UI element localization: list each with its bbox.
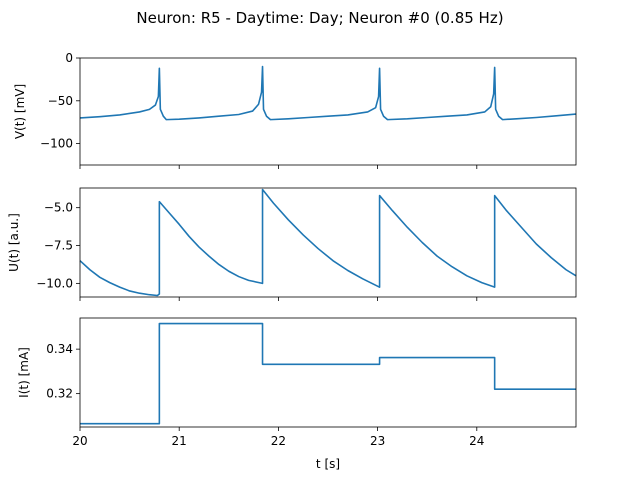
voltage-axes-frame (79, 57, 577, 166)
voltage-y-tick-label-1: −50 (48, 94, 73, 108)
voltage-panel: 0 −50 −100 V(t) [mV] (13, 51, 577, 169)
voltage-series-line-0 (79, 65, 577, 121)
current-plot-area (80, 318, 576, 427)
voltage-plot-area (80, 58, 576, 165)
current-y-tick-label-0: 0.34 (46, 342, 73, 356)
current-axes-frame (79, 317, 577, 428)
current-tick-layer: 0.34 0.32 20 21 22 23 24 (46, 342, 484, 448)
voltage-tick-layer: 0 −50 −100 (40, 51, 478, 169)
recovery-y-tick-label-0: −5.0 (44, 201, 73, 215)
x-axis-label: t [s] (316, 457, 340, 471)
recovery-series-layer (79, 188, 577, 297)
voltage-y-tick-label-0: 0 (65, 51, 73, 65)
current-y-tick-label-1: 0.32 (46, 387, 73, 401)
voltage-y-tick-label-2: −100 (40, 137, 73, 151)
current-y-axis-label: I(t) [mA] (17, 347, 31, 398)
current-x-tick-label-3: 23 (370, 434, 385, 448)
recovery-panel: −5.0 −7.5 −10.0 U(t) [a.u.] (7, 187, 577, 301)
recovery-y-tick-label-1: −7.5 (44, 239, 73, 253)
recovery-series-line-0 (79, 188, 577, 297)
current-panel: 0.34 0.32 20 21 22 23 24 I(t) [mA] t [s] (17, 317, 577, 471)
current-x-tick-label-0: 20 (72, 434, 87, 448)
recovery-tick-layer: −5.0 −7.5 −10.0 (36, 201, 478, 301)
recovery-y-tick-label-2: −10.0 (36, 276, 73, 290)
current-x-tick-label-1: 21 (172, 434, 187, 448)
current-x-tick-label-2: 22 (271, 434, 286, 448)
current-x-tick-label-4: 24 (469, 434, 484, 448)
current-series-layer (80, 322, 576, 425)
voltage-y-axis-label: V(t) [mV] (13, 84, 27, 139)
voltage-series-layer (79, 65, 577, 121)
current-series-line-0 (80, 322, 576, 425)
recovery-axes-frame (79, 187, 577, 298)
chart-title: Neuron: R5 - Daytime: Day; Neuron #0 (0.… (136, 9, 503, 27)
recovery-y-axis-label: U(t) [a.u.] (7, 213, 21, 272)
